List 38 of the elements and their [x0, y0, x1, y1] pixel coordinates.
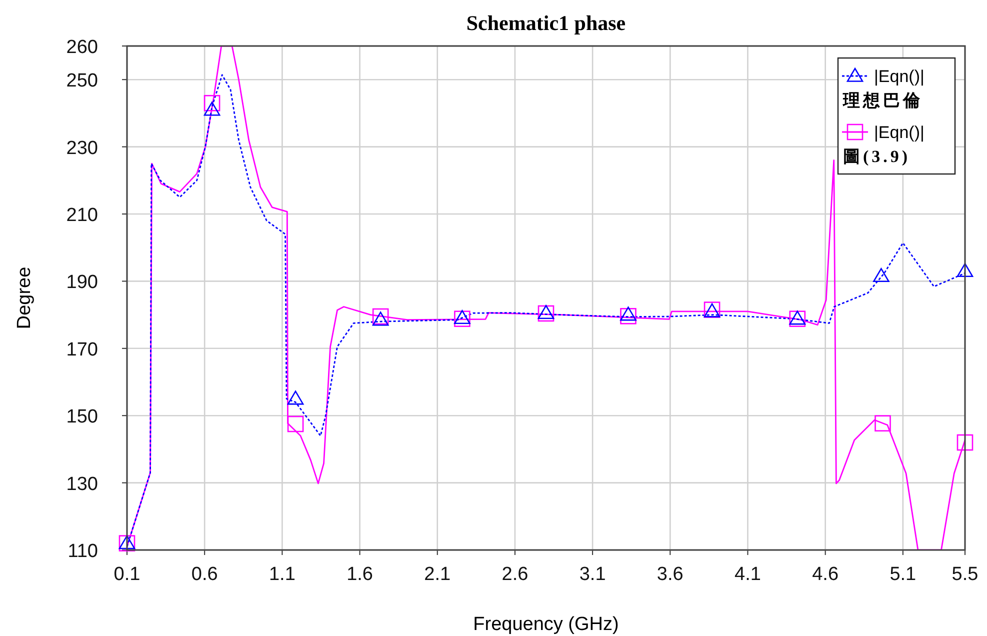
x-axis-title: Frequency (GHz) — [473, 614, 619, 635]
x-tick-label: 3.1 — [579, 564, 606, 585]
y-tick-label: 150 — [66, 406, 98, 428]
point — [956, 262, 974, 278]
x-tick-label: 5.1 — [890, 564, 916, 585]
x-tick-label: 1.1 — [268, 564, 296, 585]
x-tick-label: 0.6 — [191, 564, 218, 585]
x-tick-label: 2.6 — [502, 564, 528, 585]
x-tick-label: 0.1 — [114, 564, 140, 585]
point — [372, 308, 389, 325]
y-tick-label: 130 — [66, 474, 98, 495]
y-axis-title: Degree — [14, 266, 35, 330]
point — [620, 308, 636, 324]
point — [620, 306, 636, 321]
x-tick-label: 3.6 — [656, 564, 684, 585]
point — [874, 415, 891, 432]
point — [204, 102, 220, 116]
point — [873, 268, 890, 282]
point — [287, 416, 304, 432]
x-tick-label: 5.5 — [952, 564, 978, 585]
y-tick-label: 210 — [66, 205, 98, 226]
y-tick-label: 110 — [68, 541, 98, 562]
y-tick-label: 190 — [66, 272, 98, 294]
y-tick-label: 250 — [66, 70, 98, 92]
x-tick-label: 1.6 — [346, 564, 373, 585]
y-tick-label: 230 — [66, 138, 98, 159]
point — [204, 94, 220, 112]
x-tick-label: 4.6 — [812, 564, 839, 585]
x-tick-label: 2.1 — [424, 564, 451, 585]
legend-label: |Eqn()| 圖(3.9) — [843, 123, 924, 166]
point — [956, 434, 974, 451]
x-tick-label: 4.1 — [734, 564, 761, 585]
point — [287, 390, 304, 405]
chart-title: Schematic1 phase — [466, 11, 626, 35]
y-tick-label: 170 — [66, 339, 98, 360]
legend-label: |Eqn()| 理想巴倫 — [842, 67, 924, 110]
point — [372, 312, 389, 326]
y-tick-label: 260 — [66, 37, 98, 58]
